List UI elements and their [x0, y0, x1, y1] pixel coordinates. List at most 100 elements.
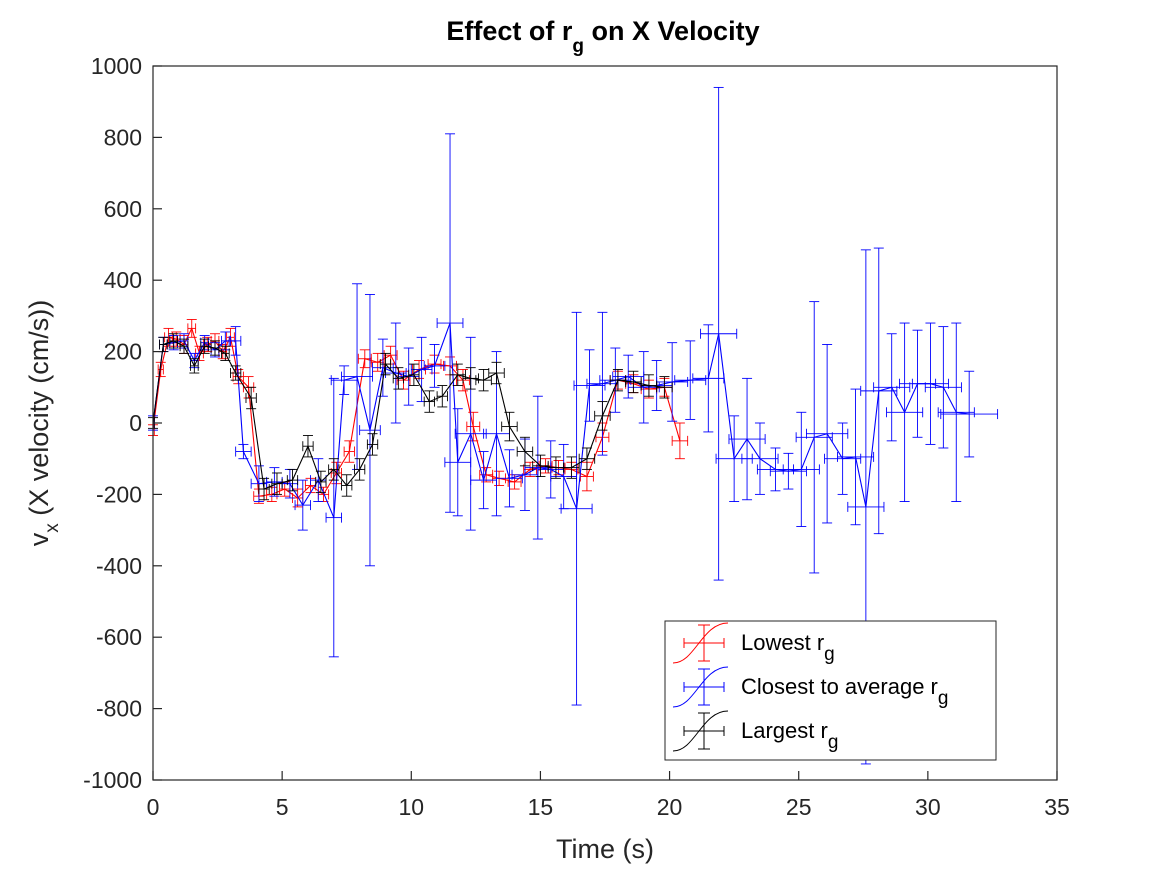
legend-item-3: Largest rg	[672, 710, 838, 753]
x-tick-label: 25	[786, 794, 812, 820]
legend-item-2: Closest to average rg	[672, 666, 948, 709]
data-point	[769, 452, 807, 490]
data-point	[537, 440, 565, 499]
data-point	[209, 340, 220, 356]
data-point	[728, 377, 766, 501]
y-tick-label: 400	[104, 267, 142, 293]
x-tick-label: 0	[147, 794, 160, 820]
data-point	[423, 390, 435, 413]
data-point	[436, 385, 448, 408]
data-point	[385, 322, 407, 424]
data-point	[560, 311, 593, 706]
data-point	[782, 411, 820, 527]
data-point	[594, 401, 611, 431]
legend-label: Largest rg	[741, 718, 838, 753]
x-tick-label: 20	[657, 794, 683, 820]
data-point	[423, 344, 446, 388]
y-tick-label: -200	[96, 481, 142, 507]
series-layer	[148, 86, 999, 765]
data-point	[258, 477, 270, 501]
data-point	[328, 458, 340, 481]
data-point	[408, 363, 420, 386]
series-1	[148, 319, 689, 508]
data-point	[516, 436, 534, 467]
y-tick-label: -800	[96, 696, 142, 722]
data-point	[220, 345, 231, 361]
data-point	[343, 440, 355, 463]
data-point	[940, 370, 999, 458]
data-point	[674, 340, 707, 420]
legend-item-1: Lowest rg	[672, 622, 835, 665]
data-point	[436, 133, 464, 513]
data-point	[372, 338, 394, 397]
data-point	[741, 422, 779, 495]
data-point	[286, 468, 299, 492]
data-point	[806, 344, 849, 524]
data-point	[656, 376, 673, 399]
data-point	[700, 86, 738, 581]
data-point	[462, 367, 479, 390]
data-point	[325, 377, 342, 658]
data-point	[501, 411, 518, 442]
y-tick-label: -400	[96, 553, 142, 579]
data-point	[410, 336, 433, 403]
data-point	[189, 358, 200, 374]
data-point	[315, 470, 327, 494]
data-point	[354, 458, 366, 481]
x-tick-label: 15	[528, 794, 554, 820]
data-point	[186, 319, 197, 338]
data-point	[924, 326, 962, 449]
data-point	[379, 352, 392, 376]
data-point	[886, 322, 924, 502]
data-point	[341, 283, 373, 470]
data-point	[341, 474, 353, 497]
data-point	[937, 322, 975, 502]
data-point	[475, 369, 492, 392]
data-point	[824, 422, 862, 495]
legend-label: Closest to average rg	[741, 674, 948, 709]
y-tick-label: -600	[96, 624, 142, 650]
y-tick-label: 200	[104, 339, 142, 365]
data-point	[656, 342, 689, 422]
data-point	[199, 338, 210, 354]
y-tick-label: 0	[129, 410, 142, 436]
series-3	[148, 333, 673, 501]
data-point	[392, 367, 404, 390]
data-point	[627, 351, 660, 424]
data-point	[168, 333, 179, 349]
data-point	[158, 336, 169, 353]
legend: Lowest rg Closest to average rg Largest rg	[664, 620, 997, 761]
data-point	[366, 433, 379, 456]
data-point	[294, 479, 312, 531]
data-point	[178, 338, 189, 354]
ticks-layer: 0 5 10 15 20 25 30 35 -1000 -800 -600 -400 -200 0 200 4…	[83, 53, 1070, 820]
data-point	[578, 447, 596, 470]
data-point	[235, 443, 252, 460]
data-point	[359, 294, 381, 567]
x-tick-label: 30	[915, 794, 941, 820]
data-point	[496, 449, 523, 508]
y-tick-label: -1000	[83, 767, 142, 793]
data-point	[573, 349, 606, 422]
data-point	[230, 326, 242, 356]
y-axis-label: vx (X velocity (cm/s))	[24, 300, 63, 547]
series-line	[152, 322, 970, 518]
data-point	[671, 422, 689, 460]
chart-title: Effect of rg on X Velocity	[446, 16, 759, 57]
y-tick-label: 800	[104, 124, 142, 150]
data-point	[563, 456, 580, 479]
data-point	[523, 461, 538, 477]
series-line	[152, 326, 681, 499]
data-point	[230, 365, 242, 381]
data-point	[357, 349, 372, 369]
legend-label: Lowest rg	[741, 630, 835, 665]
data-point	[245, 386, 257, 410]
x-tick-label: 35	[1044, 794, 1070, 820]
legend-box	[664, 620, 997, 761]
data-point	[837, 388, 875, 526]
x-tick-label: 5	[276, 794, 289, 820]
x-tick-label: 10	[398, 794, 424, 820]
y-tick-label: 1000	[91, 53, 142, 79]
y-tick-label: 600	[104, 196, 142, 222]
data-point	[586, 311, 619, 456]
